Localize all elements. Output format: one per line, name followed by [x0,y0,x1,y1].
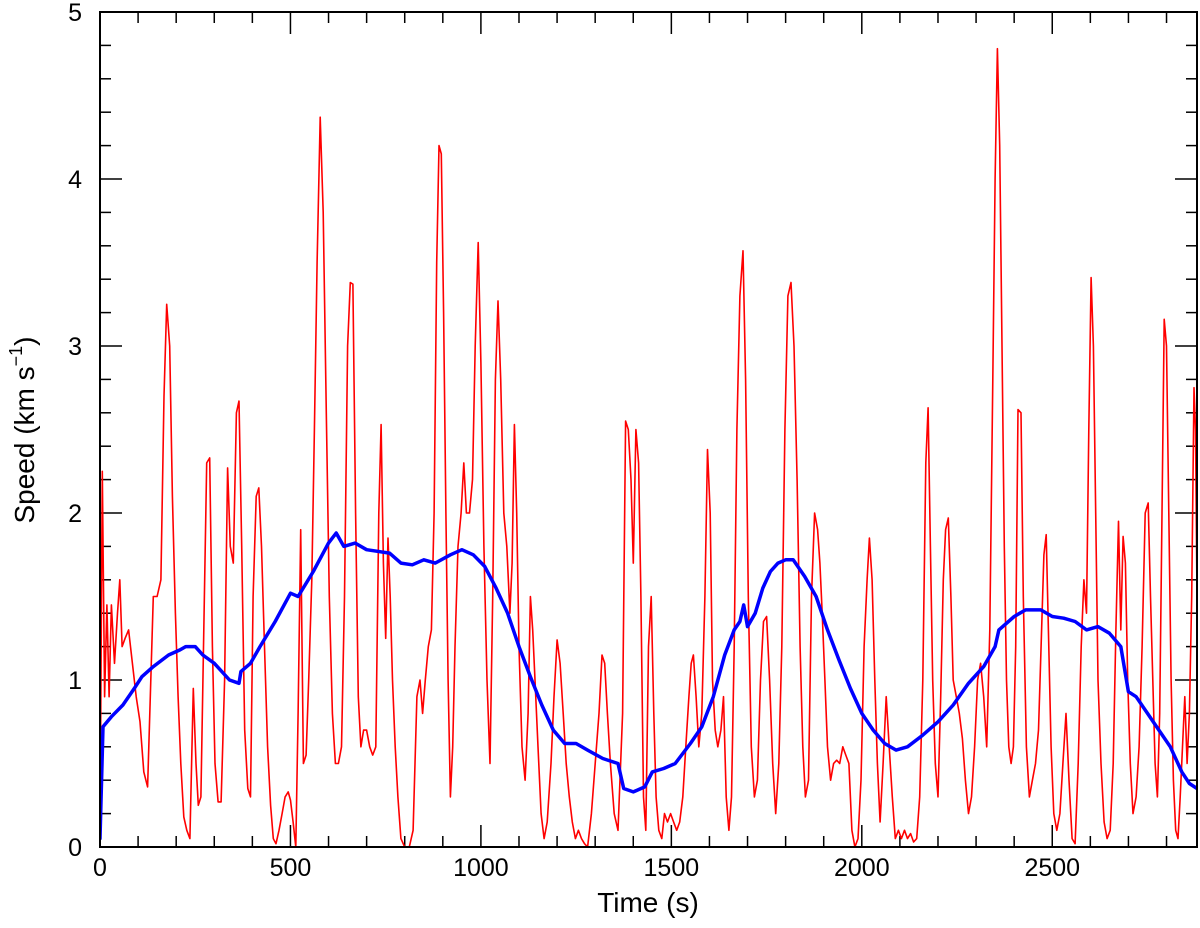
x-tick-label: 2000 [834,854,890,882]
y-axis-title-close: ) [9,336,40,345]
y-tick-label: 3 [68,333,82,361]
y-tick-label: 0 [68,834,82,862]
y-tick-label: 1 [68,667,82,695]
x-tick-label: 500 [270,854,312,882]
x-tick-label: 1500 [644,854,700,882]
y-tick-label: 4 [68,166,82,194]
plot-frame [99,11,1198,848]
y-axis-title: Speed (km s−1) [6,336,40,523]
x-tick-label: 0 [93,854,107,882]
speed-series-line [100,47,1197,847]
smoothed-series-line [100,531,1197,841]
data-series [100,47,1197,847]
y-tick-label: 5 [68,0,82,27]
x-tick-label: 2500 [1024,854,1080,882]
y-tick-label: 2 [68,500,82,528]
tick-labels: 0 500 1000 1500 2000 2500 0 1 2 3 4 5 [68,0,1080,882]
y-axis-title-superscript: −1 [6,346,26,367]
y-axis-title-text: Speed (km s [9,366,40,523]
x-tick-label: 1000 [453,854,509,882]
x-axis-title: Time (s) [597,887,699,918]
